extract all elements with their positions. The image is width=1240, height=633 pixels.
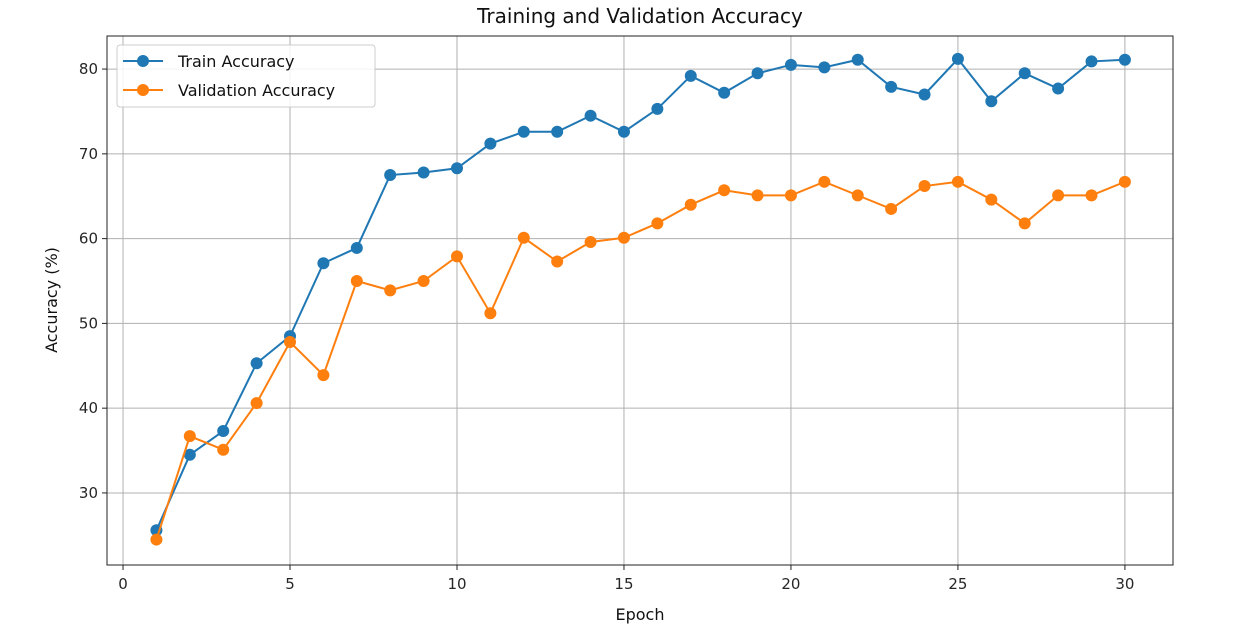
- data-point: [951, 175, 964, 188]
- data-point: [517, 231, 530, 244]
- data-point: [517, 125, 530, 138]
- y-axis-label: Accuracy (%): [42, 247, 61, 353]
- data-point: [350, 275, 363, 288]
- data-point: [417, 166, 430, 179]
- data-point: [751, 189, 764, 202]
- data-point: [918, 180, 931, 193]
- legend-marker: [137, 55, 149, 67]
- data-point: [150, 533, 163, 546]
- chart-title: Training and Validation Accuracy: [476, 4, 803, 28]
- series-train: [150, 52, 1131, 537]
- data-point: [551, 125, 564, 138]
- x-tick-label: 20: [781, 575, 800, 593]
- y-tick-label: 60: [79, 230, 98, 248]
- data-point: [217, 443, 230, 456]
- y-tick-label: 80: [79, 60, 98, 78]
- series-line: [155, 180, 1126, 540]
- data-point: [851, 53, 864, 66]
- y-tick-label: 70: [79, 145, 98, 163]
- legend-label: Train Accuracy: [177, 52, 295, 71]
- data-point: [885, 202, 898, 215]
- y-tick-label: 40: [79, 399, 98, 417]
- x-tick-label: 5: [285, 575, 295, 593]
- data-point: [183, 430, 196, 443]
- data-point: [1118, 175, 1131, 188]
- data-point: [918, 88, 931, 101]
- x-tick-label: 25: [948, 575, 967, 593]
- legend-box: [116, 44, 376, 108]
- data-point: [784, 58, 797, 71]
- data-point: [617, 231, 630, 244]
- x-tick-label: 30: [1115, 575, 1134, 593]
- data-point: [584, 109, 597, 122]
- y-tick-label: 30: [79, 484, 98, 502]
- series-validation: [150, 175, 1131, 546]
- data-point: [784, 189, 797, 202]
- data-point: [350, 241, 363, 254]
- data-point: [284, 336, 297, 349]
- data-point: [317, 369, 330, 382]
- x-tick-label: 10: [447, 575, 466, 593]
- data-point: [751, 67, 764, 80]
- data-point: [183, 448, 196, 461]
- data-point: [384, 284, 397, 297]
- data-point: [1052, 189, 1065, 202]
- legend: Train Accuracy Validation Accuracy: [116, 44, 376, 108]
- data-point: [1085, 189, 1098, 202]
- data-point: [584, 236, 597, 249]
- plot-frame: [106, 35, 1174, 566]
- data-point: [1085, 55, 1098, 68]
- legend-label: Validation Accuracy: [178, 81, 335, 100]
- data-point: [651, 102, 664, 115]
- legend-marker: [137, 84, 149, 96]
- data-point: [217, 425, 230, 438]
- data-point: [1018, 67, 1031, 80]
- data-point: [250, 357, 263, 370]
- data-point: [1052, 82, 1065, 95]
- data-point: [551, 255, 564, 268]
- data-point: [985, 193, 998, 206]
- data-point: [617, 125, 630, 138]
- data-point: [951, 52, 964, 65]
- data-point: [885, 80, 898, 93]
- data-point: [484, 307, 497, 320]
- y-tick-label: 50: [79, 314, 98, 332]
- x-axis-label: Epoch: [616, 605, 665, 624]
- data-point: [651, 217, 664, 230]
- data-point: [818, 175, 831, 188]
- data-point: [317, 257, 330, 270]
- data-point: [985, 95, 998, 108]
- data-point: [1018, 217, 1031, 230]
- x-tick-label: 0: [118, 575, 128, 593]
- data-point: [851, 189, 864, 202]
- data-point: [684, 198, 697, 211]
- data-point: [1118, 53, 1131, 66]
- data-point: [718, 184, 731, 197]
- data-point: [384, 169, 397, 182]
- data-point: [718, 86, 731, 99]
- x-tick-label: 15: [614, 575, 633, 593]
- data-point: [417, 275, 430, 288]
- series-line: [155, 57, 1125, 531]
- data-point: [684, 69, 697, 82]
- data-point: [818, 61, 831, 74]
- data-point: [450, 250, 463, 263]
- data-point: [450, 162, 463, 175]
- data-point: [484, 137, 497, 150]
- data-point: [250, 397, 263, 410]
